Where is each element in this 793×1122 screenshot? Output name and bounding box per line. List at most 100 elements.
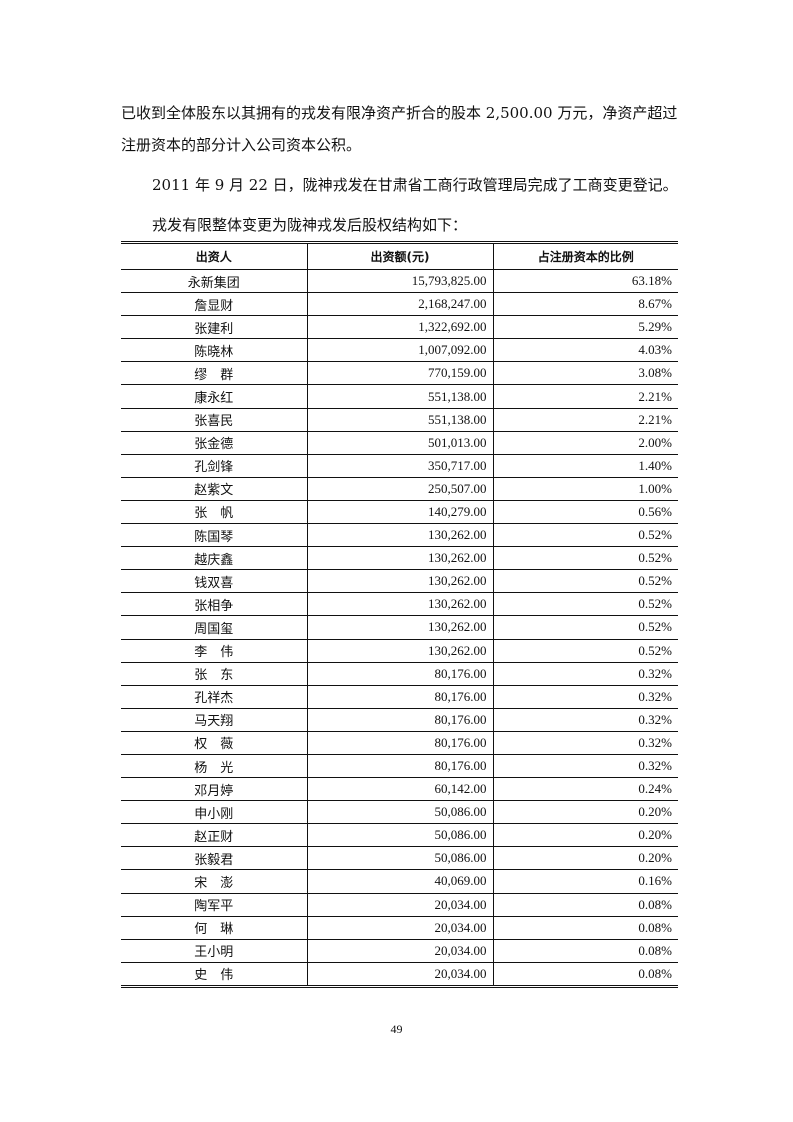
investor-cell: 史 伟 [121, 961, 307, 987]
investor-cell: 陶军平 [121, 892, 307, 917]
investor-cell: 张 帆 [121, 499, 307, 524]
table-row: 周国玺 130,262.00 0.52% [121, 615, 678, 639]
ratio-cell: 0.08% [492, 915, 678, 940]
investor-cell: 陈晓林 [121, 338, 307, 362]
ratio-cell: 0.08% [492, 938, 678, 963]
table-row: 张 东 80,176.00 0.32% [121, 661, 678, 686]
amount-cell: 50,086.00 [306, 800, 493, 824]
amount-cell: 770,159.00 [306, 361, 493, 385]
ratio-cell: 0.32% [492, 661, 678, 686]
investor-cell: 赵紫文 [121, 476, 307, 501]
ratio-cell: 0.20% [492, 846, 678, 870]
table-row: 杨 光 80,176.00 0.32% [121, 753, 678, 778]
investor-cell: 孔祥杰 [121, 684, 307, 709]
amount-cell: 250,507.00 [306, 476, 493, 501]
investor-cell: 杨 光 [121, 753, 307, 778]
ratio-cell: 0.32% [492, 707, 678, 732]
paragraph-registration: 2011 年 9 月 22 日，陇神戎发在甘肃省工商行政管理局完成了工商变更登记… [152, 176, 678, 194]
table-row: 张毅君 50,086.00 0.20% [121, 846, 678, 870]
investor-cell: 张建利 [121, 315, 307, 339]
table-row: 王小明 20,034.00 0.08% [121, 938, 678, 963]
amount-cell: 1,007,092.00 [306, 338, 493, 362]
paragraph-table-intro: 戎发有限整体变更为陇神戎发后股权结构如下： [152, 216, 468, 234]
table-row: 赵正财 50,086.00 0.20% [121, 823, 678, 847]
ratio-cell: 0.56% [492, 499, 678, 524]
investor-cell: 张相争 [121, 592, 307, 616]
table-row: 张相争 130,262.00 0.52% [121, 592, 678, 616]
ratio-cell: 0.24% [492, 777, 678, 801]
table-row: 钱双喜 130,262.00 0.52% [121, 569, 678, 593]
investor-cell: 陈国琴 [121, 523, 307, 547]
table-row: 陈国琴 130,262.00 0.52% [121, 523, 678, 547]
table-row: 张喜民 551,138.00 2.21% [121, 407, 678, 432]
amount-cell: 15,793,825.00 [306, 268, 493, 293]
amount-cell: 2,168,247.00 [306, 292, 493, 316]
amount-cell: 130,262.00 [306, 523, 493, 547]
amount-cell: 130,262.00 [306, 615, 493, 639]
table-row: 永新集团 15,793,825.00 63.18% [121, 268, 678, 293]
paragraph-capital: 已收到全体股东以其拥有的戎发有限净资产折合的股本 2,500.00 万元，净资产… [121, 104, 678, 154]
ratio-cell: 4.03% [492, 338, 678, 362]
investor-cell: 宋 澎 [121, 869, 307, 894]
investor-cell: 张金德 [121, 430, 307, 455]
investor-cell: 李 伟 [121, 638, 307, 663]
table-row: 缪 群 770,159.00 3.08% [121, 361, 678, 385]
ratio-cell: 0.32% [492, 730, 678, 755]
investor-cell: 张 东 [121, 661, 307, 686]
table-row: 权 薇 80,176.00 0.32% [121, 730, 678, 755]
ratio-cell: 2.00% [492, 430, 678, 455]
investor-cell: 何 琳 [121, 915, 307, 940]
investor-cell: 缪 群 [121, 361, 307, 385]
table-row: 越庆鑫 130,262.00 0.52% [121, 546, 678, 570]
amount-cell: 20,034.00 [306, 938, 493, 963]
amount-cell: 20,034.00 [306, 961, 493, 987]
table-row: 张 帆 140,279.00 0.56% [121, 499, 678, 524]
ratio-cell: 1.40% [492, 453, 678, 478]
table-header-row: 出资人 出资额(元) 占注册资本的比例 [121, 242, 678, 270]
table-row: 申小刚 50,086.00 0.20% [121, 800, 678, 824]
amount-cell: 130,262.00 [306, 592, 493, 616]
investor-cell: 邓月婷 [121, 777, 307, 801]
equity-structure-table: 出资人 出资额(元) 占注册资本的比例 永新集团 15,793,825.00 63.… [121, 241, 678, 988]
investor-cell: 周国玺 [121, 615, 307, 639]
ratio-cell: 5.29% [492, 315, 678, 339]
ratio-cell: 8.67% [492, 292, 678, 316]
header-amount: 出资额(元) [306, 242, 493, 270]
investor-cell: 詹显财 [121, 292, 307, 316]
investor-cell: 康永红 [121, 384, 307, 409]
table-row: 张建利 1,322,692.00 5.29% [121, 315, 678, 339]
amount-cell: 1,322,692.00 [306, 315, 493, 339]
ratio-cell: 63.18% [492, 268, 678, 293]
amount-cell: 20,034.00 [306, 892, 493, 917]
amount-cell: 551,138.00 [306, 384, 493, 409]
ratio-cell: 0.08% [492, 961, 678, 987]
ratio-cell: 0.52% [492, 592, 678, 616]
investor-cell: 张毅君 [121, 846, 307, 870]
ratio-cell: 0.08% [492, 892, 678, 917]
investor-cell: 越庆鑫 [121, 546, 307, 570]
ratio-cell: 0.52% [492, 615, 678, 639]
investor-cell: 权 薇 [121, 730, 307, 755]
header-investor: 出资人 [121, 242, 307, 270]
investor-cell: 张喜民 [121, 407, 307, 432]
amount-cell: 80,176.00 [306, 730, 493, 755]
ratio-cell: 0.52% [492, 546, 678, 570]
amount-cell: 501,013.00 [306, 430, 493, 455]
amount-cell: 50,086.00 [306, 823, 493, 847]
investor-cell: 马天翔 [121, 707, 307, 732]
ratio-cell: 3.08% [492, 361, 678, 385]
amount-cell: 60,142.00 [306, 777, 493, 801]
amount-cell: 20,034.00 [306, 915, 493, 940]
ratio-cell: 0.52% [492, 523, 678, 547]
ratio-cell: 1.00% [492, 476, 678, 501]
table-row: 宋 澎 40,069.00 0.16% [121, 869, 678, 894]
amount-cell: 130,262.00 [306, 569, 493, 593]
page-number: 49 [390, 1022, 403, 1036]
amount-cell: 551,138.00 [306, 407, 493, 432]
investor-cell: 永新集团 [121, 268, 307, 293]
amount-cell: 130,262.00 [306, 546, 493, 570]
table-row: 马天翔 80,176.00 0.32% [121, 707, 678, 732]
amount-cell: 80,176.00 [306, 753, 493, 778]
table-row: 张金德 501,013.00 2.00% [121, 430, 678, 455]
table-row: 陈晓林 1,007,092.00 4.03% [121, 338, 678, 362]
